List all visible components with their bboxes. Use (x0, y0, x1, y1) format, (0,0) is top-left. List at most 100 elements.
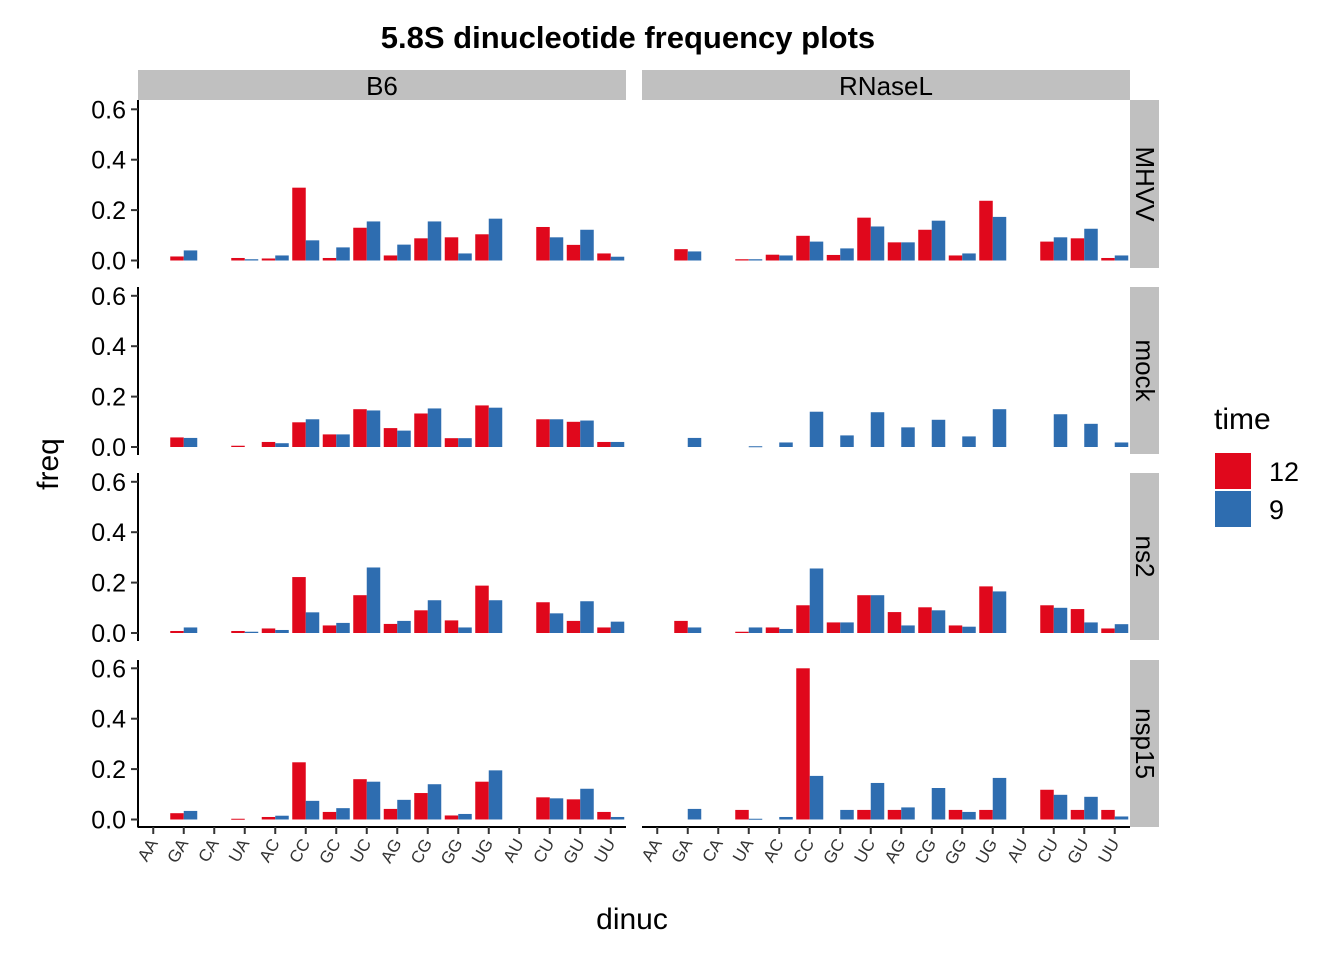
bar-CU-time-9 (1053, 414, 1068, 447)
bar-AC-time-9 (275, 629, 289, 633)
y-tick-label: 0.4 (91, 147, 126, 175)
bar-UA-time-12 (231, 818, 245, 820)
bar-AC-time-9 (779, 442, 793, 447)
bar-AC-time-12 (765, 254, 780, 261)
facet-row-label-ns2: ns2 (1130, 536, 1160, 578)
facet-strip-b6 (138, 70, 626, 100)
bar-GU-time-12 (566, 620, 581, 633)
facet-row-label-nsp15: nsp15 (1130, 708, 1160, 779)
bar-GA-time-9 (687, 808, 702, 820)
bar-GA-time-9 (687, 251, 702, 261)
bar-GC-time-9 (336, 247, 350, 261)
bar-CG-time-12 (414, 610, 428, 633)
bar-GA-time-12 (674, 620, 688, 633)
bar-UC-time-9 (870, 782, 885, 820)
bar-UC-time-9 (366, 221, 381, 261)
panel-rnasel-mock (687, 409, 1129, 448)
bar-UA-time-12 (231, 445, 245, 447)
bar-UC-time-9 (870, 226, 885, 261)
bar-GA-time-12 (674, 249, 688, 261)
panel-b6-mhvv (170, 187, 625, 261)
bar-UU-time-9 (1114, 442, 1129, 447)
facet-strip-label-rnasel: RNaseL (839, 71, 933, 101)
bar-UA-time-12 (735, 809, 749, 820)
y-tick-label: 0.2 (91, 756, 126, 784)
bar-GG-time-12 (444, 237, 459, 261)
bar-GG-time-12 (948, 809, 963, 820)
bar-UU-time-12 (597, 627, 611, 633)
bar-AG-time-12 (887, 809, 902, 820)
bar-UG-time-12 (475, 781, 489, 820)
bar-GG-time-12 (948, 625, 963, 633)
bar-UA-time-9 (748, 627, 763, 633)
bar-CU-time-12 (1040, 605, 1054, 633)
bar-AC-time-9 (779, 628, 793, 633)
bar-CG-time-12 (414, 793, 428, 820)
bar-AC-time-12 (261, 258, 276, 261)
bar-CU-time-9 (549, 237, 564, 261)
bar-UA-time-9 (244, 259, 259, 261)
bar-AC-time-9 (779, 255, 793, 261)
y-tick-label: 0.2 (91, 197, 126, 225)
bar-GG-time-12 (444, 438, 459, 447)
bar-UC-time-12 (857, 595, 871, 633)
bar-CG-time-9 (427, 600, 442, 633)
y-tick-label: 0.6 (91, 469, 126, 497)
bar-GG-time-9 (962, 253, 976, 261)
bar-AG-time-9 (901, 242, 915, 261)
legend-label-9: 9 (1269, 495, 1284, 525)
legend-key-9 (1215, 491, 1251, 527)
bar-GA-time-9 (183, 810, 198, 820)
bar-GU-time-12 (566, 799, 581, 820)
bar-CG-time-12 (918, 607, 932, 633)
bar-UU-time-9 (1114, 624, 1129, 633)
bar-GA-time-9 (183, 437, 198, 447)
bar-CC-time-12 (796, 235, 810, 261)
bar-GC-time-12 (826, 622, 841, 633)
bar-GU-time-9 (1084, 423, 1098, 447)
bar-UG-time-12 (475, 585, 489, 633)
bar-CC-time-12 (292, 187, 306, 261)
bar-GG-time-12 (948, 255, 963, 261)
bar-GU-time-12 (1070, 238, 1085, 261)
bar-CU-time-12 (536, 226, 550, 261)
legend: time 12 9 (1214, 403, 1299, 527)
bar-GG-time-9 (962, 626, 976, 633)
legend-label-12: 12 (1269, 457, 1299, 487)
bar-AG-time-9 (397, 799, 411, 820)
bar-GC-time-9 (336, 434, 350, 447)
bar-GA-time-12 (170, 256, 184, 261)
facet-row-strip-mock (1130, 287, 1159, 454)
bar-UU-time-12 (597, 253, 611, 261)
bar-AG-time-12 (383, 623, 398, 633)
bar-CC-time-9 (305, 240, 320, 261)
facet-row-strip-nsp15 (1130, 660, 1159, 827)
bar-UG-time-12 (979, 586, 993, 633)
bar-UU-time-9 (1114, 816, 1129, 820)
bar-CU-time-9 (1053, 607, 1068, 633)
y-tick-label: 0.0 (91, 248, 126, 276)
bar-UA-time-12 (231, 630, 245, 633)
bar-CG-time-9 (427, 784, 442, 820)
bar-CG-time-9 (427, 221, 442, 261)
bar-CC-time-9 (809, 241, 824, 261)
bar-CC-time-9 (809, 568, 824, 633)
bar-CU-time-9 (549, 613, 564, 633)
bar-AG-time-12 (887, 242, 902, 261)
bar-AG-time-12 (383, 808, 398, 820)
bar-CC-time-12 (292, 577, 306, 633)
y-tick-label: 0.4 (91, 333, 126, 361)
bar-UC-time-9 (870, 595, 885, 633)
y-tick-label: 0.4 (91, 519, 126, 547)
facet-row-label-mock: mock (1130, 339, 1160, 402)
bar-CG-time-12 (414, 413, 428, 447)
y-tick-label: 0.0 (91, 434, 126, 462)
bar-UG-time-9 (992, 591, 1007, 633)
bar-UA-time-12 (231, 257, 245, 261)
bar-UG-time-9 (488, 600, 503, 633)
bar-GG-time-9 (458, 627, 472, 633)
bar-GU-time-9 (1084, 228, 1098, 261)
bar-UG-time-9 (992, 216, 1007, 261)
